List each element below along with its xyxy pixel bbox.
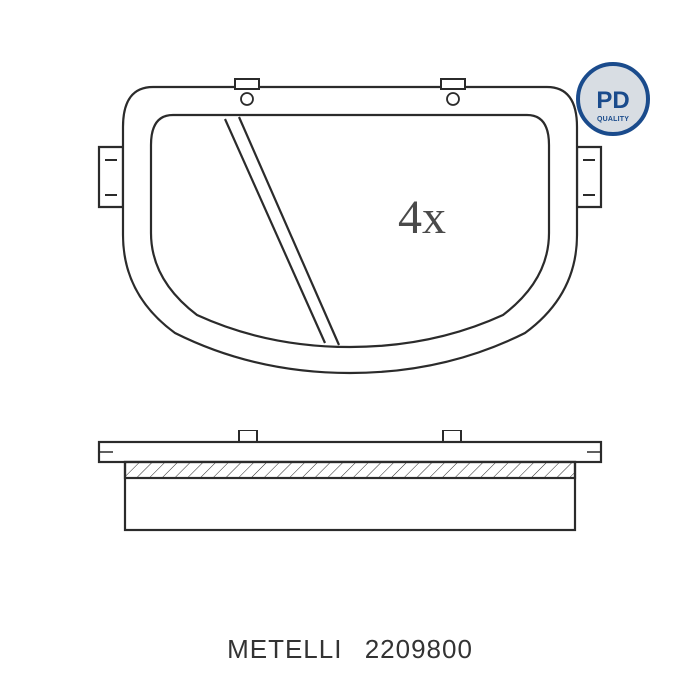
brand-name: METELLI	[227, 634, 342, 664]
quantity-label: 4x	[398, 190, 446, 245]
part-number: 2209800	[365, 634, 473, 664]
footer-caption: METELLI 2209800	[0, 634, 700, 665]
brake-pad-front-view	[95, 75, 605, 375]
pd-badge-top-arc	[612, 79, 614, 86]
brake-pad-side-view	[95, 430, 605, 535]
diagram-canvas: MEYLE PD QUALITY 4x	[0, 0, 700, 700]
